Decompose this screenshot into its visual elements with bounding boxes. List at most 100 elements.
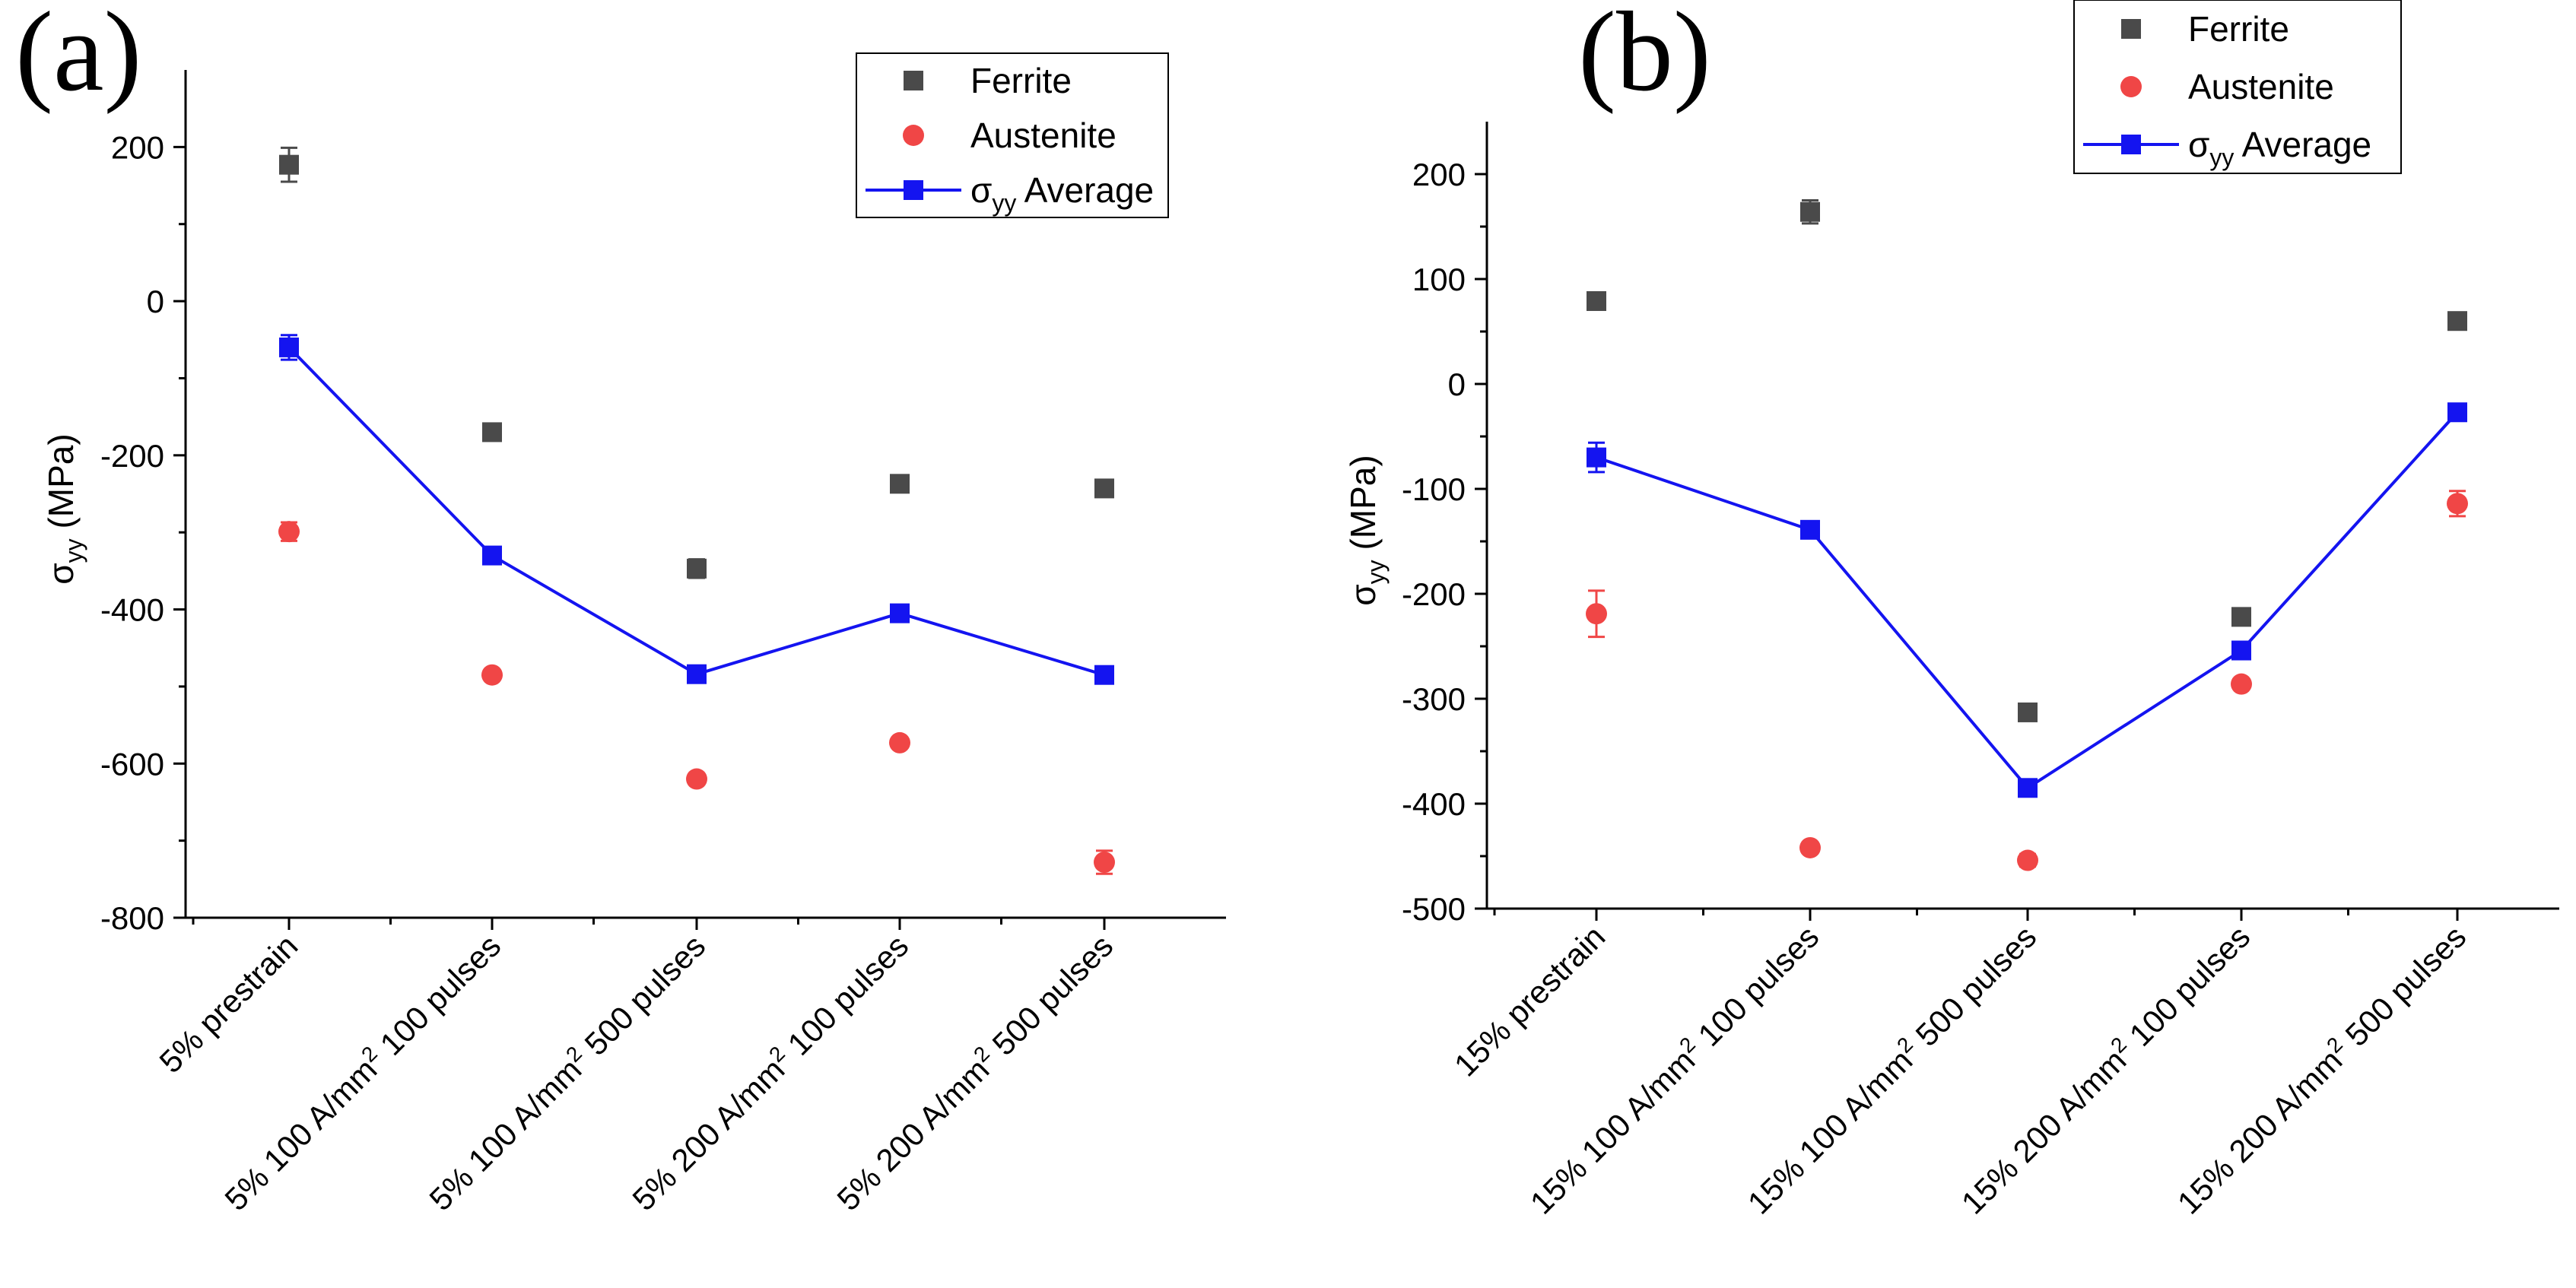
category-text-tail: 100 pulses — [2116, 918, 2257, 1059]
data-point-austenite — [686, 768, 707, 790]
y-tick-label: -300 — [1402, 681, 1466, 717]
y-tick-label: -500 — [1402, 891, 1466, 927]
data-point-ferrite — [1094, 478, 1114, 499]
y-axis-unit: (MPa) — [1343, 455, 1383, 560]
legend-item-ferrite: Ferrite — [904, 61, 1072, 100]
data-point-ferrite — [279, 154, 299, 175]
legend-name: σ — [970, 170, 992, 210]
y-tick-label: -200 — [100, 438, 164, 474]
legend-marker — [2121, 19, 2141, 39]
y-axis-title: σyy (MPa) — [41, 433, 87, 584]
category-text: 15% 200 A/mm — [1955, 1042, 2133, 1221]
category-text: 15% 100 A/mm — [1741, 1042, 1920, 1221]
legend-name: Austenite — [970, 116, 1116, 155]
legend-marker — [2121, 135, 2141, 154]
data-point-austenite — [1586, 603, 1607, 625]
average-line — [1596, 411, 2459, 790]
category-text-tail: 100 pulses — [774, 928, 915, 1068]
category-text: 5% 100 A/mm — [218, 1052, 383, 1217]
data-point-austenite — [2447, 493, 2468, 515]
legend-label: σyy Average — [2188, 125, 2371, 171]
legend-label: Ferrite — [970, 61, 1072, 100]
y-axis-unit: (MPa) — [41, 433, 81, 538]
category-text-tail: 100 pulses — [367, 928, 507, 1068]
y-axis-subscript: yy — [1362, 560, 1390, 584]
legend-item-average: σyy Average — [2083, 125, 2371, 171]
data-point-ferrite — [2018, 702, 2038, 722]
legend-marker — [2120, 76, 2142, 97]
category-text: 15% 200 A/mm — [2171, 1042, 2349, 1221]
legend-item-average: σyy Average — [866, 170, 1154, 217]
legend-suffix: Average — [2234, 125, 2371, 164]
data-point-ferrite — [2231, 607, 2251, 627]
data-point-austenite — [1799, 836, 1821, 858]
category-text-tail: 500 pulses — [2332, 918, 2473, 1059]
y-tick-label: 100 — [1412, 262, 1466, 297]
data-point-average — [2018, 778, 2038, 798]
series-austenite — [278, 521, 1115, 875]
legend-name: Ferrite — [970, 61, 1072, 100]
legend: Ferrite Austenite σyy Average — [856, 52, 1169, 218]
legend-suffix: Average — [1016, 170, 1154, 210]
y-axis-title: σyy (MPa) — [1343, 455, 1390, 605]
y-tick-label: -800 — [100, 900, 164, 936]
y-axis-symbol: σ — [1343, 584, 1383, 605]
category-text-tail: 500 pulses — [571, 928, 712, 1068]
legend-item-austenite: Austenite — [2120, 67, 2334, 106]
legend-subscript: yy — [992, 189, 1016, 217]
data-point-average — [1587, 447, 1606, 468]
data-point-ferrite — [1800, 201, 1820, 222]
panel-label: (b) — [1578, 0, 1711, 115]
series-average — [1587, 402, 2467, 798]
legend-marker — [904, 71, 923, 90]
y-axis-symbol: σ — [41, 563, 81, 584]
y-tick-label: 0 — [1448, 366, 1466, 402]
data-point-ferrite — [2447, 311, 2467, 332]
data-point-ferrite — [1587, 290, 1606, 311]
data-point-average — [2231, 640, 2251, 661]
series-ferrite — [279, 146, 1114, 579]
series-austenite — [1586, 490, 2468, 871]
legend-item-austenite: Austenite — [903, 116, 1116, 155]
y-axis-subscript: yy — [60, 538, 87, 563]
legend-item-ferrite: Ferrite — [2121, 9, 2289, 49]
y-tick-label: 0 — [147, 284, 164, 319]
category-text: 5% 200 A/mm — [830, 1052, 996, 1217]
category-text-tail: 500 pulses — [979, 928, 1120, 1068]
data-point-austenite — [2017, 849, 2038, 871]
data-point-ferrite — [482, 422, 502, 443]
y-tick-label: -100 — [1402, 471, 1466, 507]
data-point-ferrite — [687, 558, 707, 579]
data-point-average — [687, 664, 707, 684]
category-text: 5% 100 A/mm — [422, 1052, 588, 1217]
series-average — [279, 334, 1114, 685]
legend-name: Austenite — [2188, 67, 2334, 106]
data-point-austenite — [889, 731, 910, 753]
data-point-average — [890, 603, 910, 623]
data-point-ferrite — [890, 474, 910, 494]
legend-label: Austenite — [2188, 67, 2334, 106]
legend-name: σ — [2188, 125, 2209, 164]
y-tick-label: 200 — [111, 129, 164, 165]
legend-marker — [903, 125, 924, 146]
average-line — [287, 346, 1105, 677]
legend-label: Austenite — [970, 116, 1116, 155]
data-point-average — [2447, 402, 2467, 423]
series-ferrite — [1587, 199, 2467, 722]
category-text: 5% prestrain — [152, 928, 304, 1080]
panel-label: (a) — [15, 0, 141, 115]
data-point-austenite — [2231, 673, 2252, 695]
category-text-tail: 500 pulses — [1902, 918, 2043, 1059]
category-text-tail: 100 pulses — [1685, 918, 1825, 1059]
data-point-austenite — [1094, 852, 1115, 874]
y-tick-label: -200 — [1402, 576, 1466, 612]
data-point-average — [1800, 519, 1820, 540]
category-text: 5% 200 A/mm — [625, 1052, 791, 1217]
x-category-label: 15% prestrain — [1447, 918, 1612, 1083]
y-tick-label: -600 — [100, 746, 164, 782]
legend-subscript: yy — [2209, 144, 2234, 171]
data-point-average — [279, 337, 299, 357]
